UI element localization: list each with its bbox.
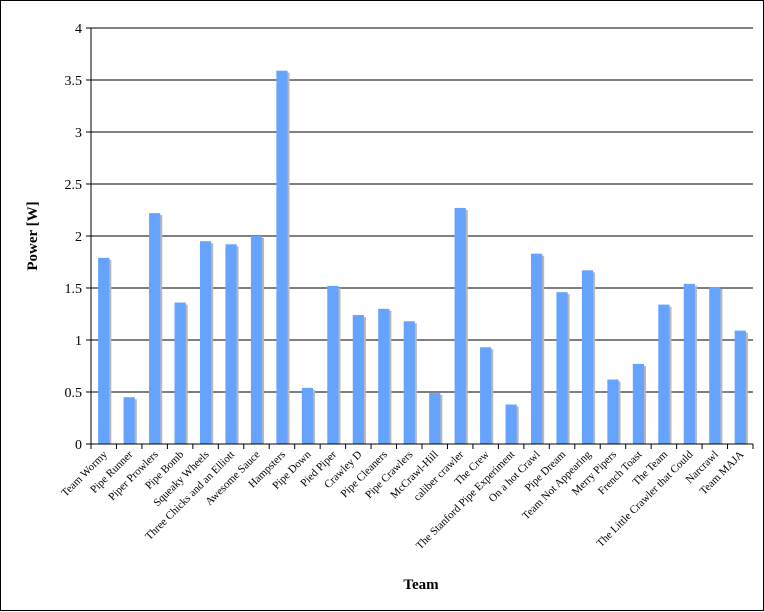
- bar: [123, 397, 135, 444]
- y-tick-labels: 0 0.5 1 1.5 2 2.5 3 3.5 4: [65, 22, 83, 453]
- y-tick-label: 4: [75, 22, 82, 37]
- y-tick-label: 0.5: [65, 386, 83, 401]
- y-tick-label: 0: [75, 438, 82, 453]
- y-axis-title: Power [W]: [25, 201, 41, 270]
- bar: [250, 236, 263, 444]
- bar: [658, 304, 670, 444]
- bars: [98, 70, 748, 444]
- bar: [199, 241, 212, 444]
- bar: [556, 292, 568, 444]
- bar: [607, 379, 619, 444]
- bar: [276, 70, 288, 444]
- bar: [352, 315, 364, 444]
- bar: [683, 283, 695, 444]
- bar: [734, 330, 746, 444]
- bar: [403, 321, 415, 444]
- bar: [378, 308, 390, 444]
- bar: [301, 387, 314, 444]
- bar: [530, 253, 543, 444]
- bar: [225, 244, 237, 444]
- bar: [149, 213, 161, 444]
- bar: [632, 363, 645, 444]
- y-tick-label: 2.5: [65, 178, 83, 193]
- bar: [454, 207, 466, 444]
- y-tick-label: 2: [75, 230, 82, 245]
- bar: [429, 393, 441, 444]
- bar: [98, 257, 110, 444]
- bar: [505, 404, 517, 444]
- y-tick-label: 1: [75, 334, 82, 349]
- bar: [480, 347, 492, 444]
- bar: [709, 286, 721, 444]
- bar: [327, 285, 339, 444]
- y-tick-label: 1.5: [65, 282, 83, 297]
- y-tick-label: 3: [75, 126, 82, 141]
- bar: [174, 302, 186, 444]
- x-axis-title: Team: [403, 577, 439, 593]
- bar: [581, 270, 594, 444]
- y-tick-label: 3.5: [65, 74, 83, 89]
